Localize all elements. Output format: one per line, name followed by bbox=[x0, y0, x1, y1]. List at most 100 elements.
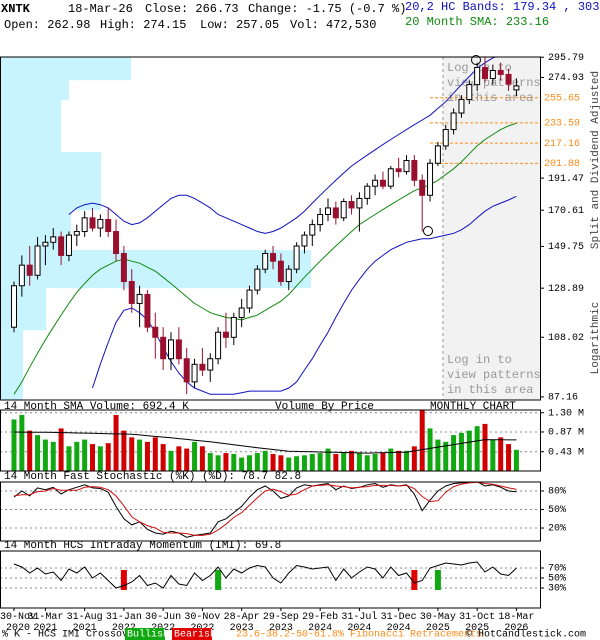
candle-body bbox=[497, 69, 504, 75]
y-tick-label: 80% bbox=[548, 487, 566, 498]
candle-body bbox=[113, 231, 120, 254]
candle-body bbox=[191, 363, 198, 383]
candle-body bbox=[474, 67, 481, 86]
candle-body bbox=[152, 326, 159, 338]
candle-body bbox=[270, 252, 277, 262]
candle-body bbox=[364, 185, 371, 199]
candle-body bbox=[458, 99, 465, 114]
volume-bar bbox=[223, 453, 229, 471]
volume-bar bbox=[50, 441, 56, 471]
candle-body bbox=[505, 73, 512, 85]
volume-bar bbox=[435, 439, 441, 471]
volume-bar bbox=[184, 448, 190, 471]
candle-body bbox=[26, 264, 33, 276]
candle-body bbox=[442, 129, 449, 147]
candle-body bbox=[58, 236, 65, 256]
fibonacci-label: 233.59 bbox=[544, 118, 580, 129]
imi-title: 14 Month HCS Intraday Momentum (IMI): 69… bbox=[4, 540, 281, 552]
y-tick-label: 149.75 bbox=[548, 242, 584, 253]
close: Close: 266.73 bbox=[145, 2, 239, 16]
x-tick-label: 31-Aug 2021 bbox=[67, 612, 103, 634]
volume-bar bbox=[192, 441, 198, 471]
symbol: XNTK bbox=[1, 2, 31, 16]
volume-bar bbox=[129, 437, 135, 471]
candle-body bbox=[332, 207, 339, 219]
y-tick-label: 50% bbox=[548, 574, 566, 585]
candle-body bbox=[395, 168, 402, 173]
candle-body bbox=[403, 159, 410, 173]
crossover-legend: % K - HCS IMI Crossover: bbox=[2, 630, 146, 640]
volume-bar bbox=[301, 455, 307, 471]
x-tick-label: 30-Nov 2020 bbox=[0, 612, 36, 634]
main-frame bbox=[0, 56, 541, 401]
candle-body bbox=[97, 218, 104, 229]
candle-body bbox=[120, 252, 127, 283]
candle-body bbox=[144, 293, 151, 328]
volume-bar bbox=[90, 444, 95, 471]
candle-body bbox=[175, 339, 182, 360]
volume-by-price-bar bbox=[1, 80, 69, 101]
volume-by-price-bar bbox=[1, 330, 23, 400]
volume-by-price-bar bbox=[1, 100, 61, 153]
low: Low: 257.05 bbox=[200, 18, 279, 32]
change: Change: -1.75 (-0.7 %) bbox=[248, 2, 406, 16]
fibonacci-label: 201.88 bbox=[544, 159, 580, 170]
volume-bar bbox=[168, 450, 174, 471]
y-tick-label: 191.47 bbox=[548, 174, 584, 185]
volume-by-price-bar bbox=[1, 57, 131, 81]
volume-bar bbox=[231, 453, 237, 471]
bearish-swatch bbox=[172, 628, 212, 640]
bullish-crossover bbox=[215, 570, 222, 590]
candle-body bbox=[207, 358, 214, 371]
chart-label: MONTHLY CHART bbox=[430, 401, 516, 413]
bearish-crossover bbox=[120, 570, 127, 590]
candle-body bbox=[450, 112, 457, 131]
y-tick-label: 0.87 M bbox=[548, 428, 584, 439]
volume-bar bbox=[498, 437, 504, 471]
candle-body bbox=[199, 363, 206, 371]
candle-body bbox=[50, 236, 57, 243]
candle-body bbox=[222, 331, 229, 338]
volume-bar bbox=[113, 414, 119, 471]
volume-bar bbox=[58, 428, 64, 471]
candle-body bbox=[277, 260, 284, 283]
x-tick-label: 18-Mar 2026 bbox=[498, 612, 534, 634]
volume-bar bbox=[372, 453, 378, 471]
volume-sma-line bbox=[13, 431, 517, 454]
x-tick-label: 30-May 2025 bbox=[420, 612, 456, 634]
candle-body bbox=[73, 231, 80, 236]
volume-bar bbox=[513, 449, 519, 471]
stoch-d-line bbox=[13, 482, 517, 536]
y-tick-label: 0.43 M bbox=[548, 447, 584, 458]
volume-bar bbox=[239, 457, 245, 471]
x-tick-label: 31-Dec 2024 bbox=[381, 612, 417, 634]
x-tick-label: 29-Feb 2024 bbox=[302, 611, 338, 634]
copyright: © HotCandlestick.com bbox=[466, 629, 586, 640]
side-label: Split and Dividend Adjusted bbox=[590, 71, 600, 249]
y-tick-label: 30% bbox=[548, 584, 566, 595]
stoch-title: 14 Month Fast Stochastic (%K) (%D): 78.7… bbox=[4, 471, 301, 483]
candle-body bbox=[285, 268, 292, 283]
volume-bar bbox=[137, 439, 143, 471]
fibonacci-label: 255.65 bbox=[544, 93, 580, 104]
volume-bar bbox=[364, 455, 370, 471]
y-tick-label: 20% bbox=[548, 524, 566, 535]
volume-bar bbox=[254, 453, 260, 471]
fibonacci-label: 217.16 bbox=[544, 139, 580, 150]
volume-bar bbox=[19, 414, 25, 471]
volume-bar bbox=[490, 439, 496, 471]
x-tick-label: 31-Oct 2025 bbox=[459, 612, 495, 634]
candle-body bbox=[411, 159, 418, 181]
candle-body bbox=[215, 331, 222, 360]
candle-body bbox=[160, 336, 167, 360]
volume-bar bbox=[74, 441, 80, 471]
pivot-marker bbox=[471, 55, 481, 65]
volume-bar bbox=[27, 430, 33, 471]
volume-title: 14 Month SMA Volume: 692.4 K bbox=[4, 401, 189, 413]
y-tick-label: 108.02 bbox=[548, 333, 584, 344]
volume-bar bbox=[199, 446, 205, 471]
volume-bar bbox=[247, 455, 252, 471]
volume-by-price-bar bbox=[1, 288, 46, 331]
candle-body bbox=[254, 268, 261, 291]
